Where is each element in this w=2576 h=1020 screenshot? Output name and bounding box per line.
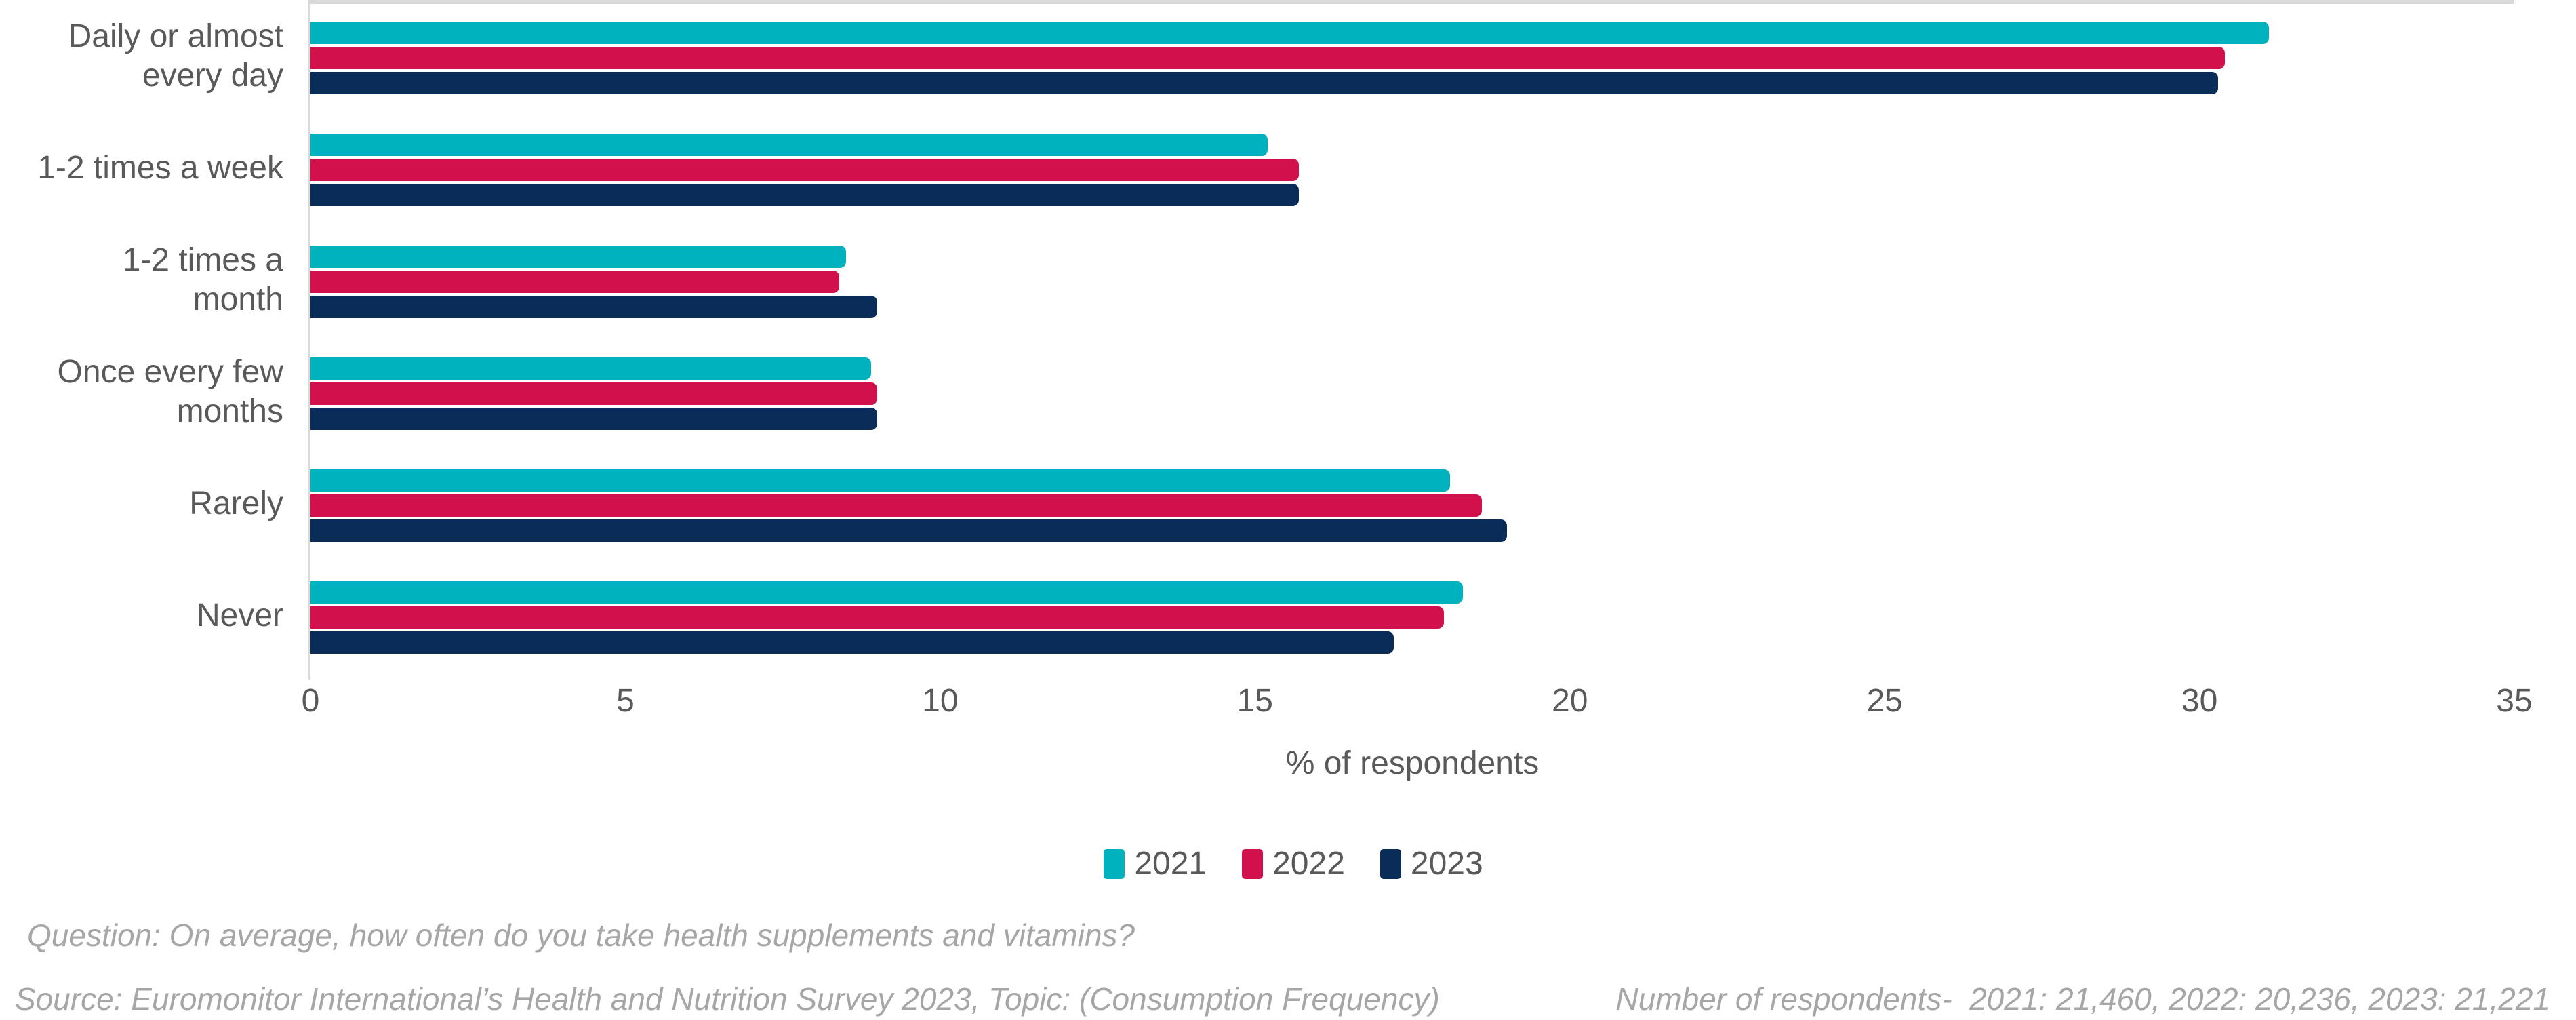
bar-2021 [310, 134, 1268, 156]
legend-label: 2022 [1272, 846, 1345, 882]
bar-2022 [310, 271, 840, 293]
bar-2021 [310, 246, 846, 268]
bar-2023 [310, 72, 2219, 94]
x-tick: 15 [1236, 683, 1273, 719]
category-band [310, 224, 2514, 336]
x-tick: 0 [301, 683, 320, 719]
bar-2022 [310, 47, 2225, 69]
category-band [310, 448, 2514, 560]
bar-2021 [310, 22, 2269, 44]
bar-2023 [310, 631, 1394, 654]
x-tick: 5 [616, 683, 635, 719]
bar-2023 [310, 408, 877, 430]
category-label: Daily or almost every day [68, 18, 283, 94]
footnote-question: Question: On average, how often do you t… [27, 918, 1135, 953]
bar-2023 [310, 184, 1300, 206]
category-label: Never [196, 597, 283, 633]
bar-2022 [310, 494, 1482, 517]
category-label: Rarely [189, 485, 283, 522]
category-label: 1-2 times a month [122, 241, 283, 317]
x-tick: 10 [922, 683, 959, 719]
x-tick: 35 [2496, 683, 2533, 719]
category-band [310, 0, 2514, 112]
x-tick: 30 [2181, 683, 2218, 719]
bar-2022 [310, 382, 877, 405]
legend-item-2021: 2021 [1104, 845, 1207, 882]
category-labels: Daily or almost every day 1-2 times a wee… [0, 0, 283, 671]
bar-2021 [310, 357, 871, 380]
category-band [310, 560, 2514, 671]
category-axis-line [308, 0, 310, 680]
bar-2022 [310, 159, 1300, 181]
bar-2023 [310, 296, 877, 318]
x-axis-title: % of respondents [1285, 745, 1539, 781]
legend-item-2022: 2022 [1242, 845, 1345, 882]
category-label: Once every few months [57, 353, 283, 429]
bar-2023 [310, 519, 1507, 542]
x-tick: 25 [1866, 683, 1903, 719]
legend: 2021 2022 2023 [310, 845, 2276, 882]
bar-2022 [310, 606, 1444, 629]
legend-item-2023: 2023 [1380, 845, 1483, 882]
category-band [310, 112, 2514, 224]
category-label: 1-2 times a week [37, 149, 283, 186]
x-tick: 20 [1552, 683, 1588, 719]
plot-top-border [310, 0, 2514, 4]
footnote-source: Source: Euromonitor International’s Heal… [15, 981, 1440, 1017]
category-band [310, 336, 2514, 448]
legend-label: 2023 [1410, 846, 1483, 882]
legend-swatch [1242, 848, 1264, 879]
footnote-respondents: Number of respondents- 2021: 21,460, 202… [1615, 981, 2550, 1017]
legend-swatch [1380, 848, 1401, 879]
legend-swatch [1104, 848, 1125, 879]
plot-area [310, 0, 2514, 671]
x-axis-ticks: 0 5 10 15 20 25 30 35 [302, 682, 2533, 723]
bar-2021 [310, 581, 1463, 604]
legend-label: 2021 [1134, 846, 1207, 882]
bar-2021 [310, 469, 1451, 492]
